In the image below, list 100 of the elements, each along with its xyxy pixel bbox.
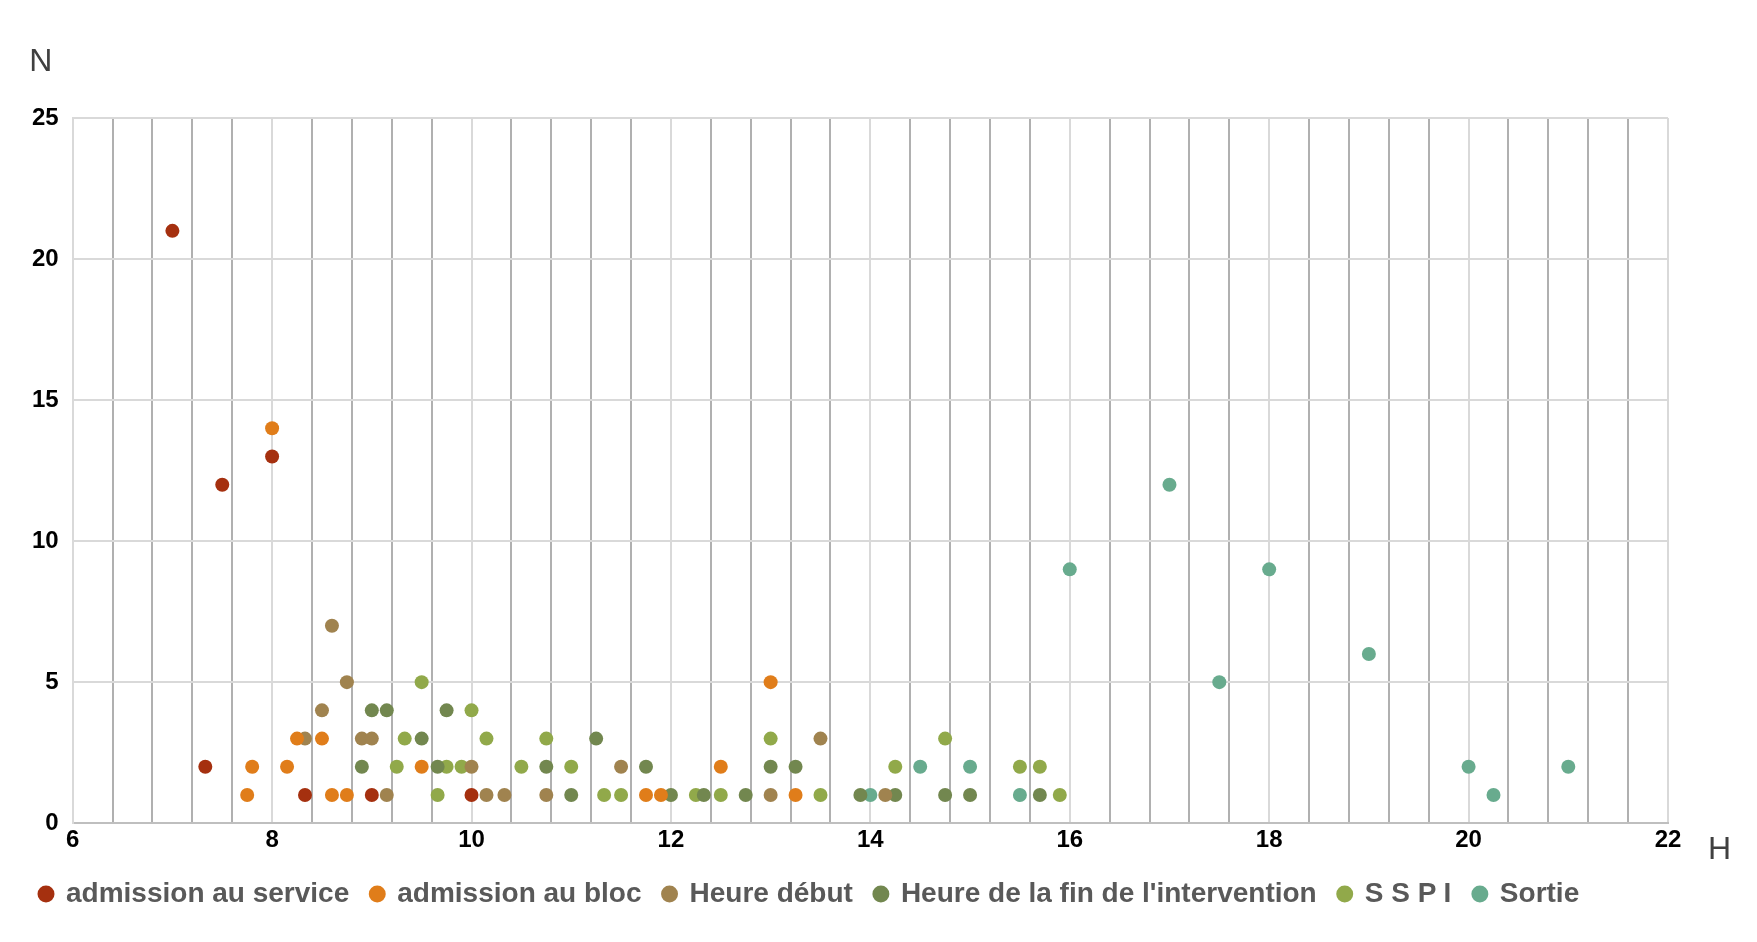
point: [339, 675, 354, 690]
point: [653, 787, 668, 802]
point: [479, 787, 494, 802]
point: [713, 759, 728, 774]
point: [265, 421, 280, 436]
point: [1461, 759, 1476, 774]
point: [379, 787, 394, 802]
point: [514, 759, 529, 774]
point: [265, 449, 280, 464]
point: [364, 787, 379, 802]
point: [314, 731, 329, 746]
point: [564, 787, 579, 802]
point: [1262, 562, 1277, 577]
point: [614, 787, 629, 802]
y-axis-title: N: [29, 41, 53, 78]
y-tick-label: 5: [45, 666, 59, 694]
x-axis-title: H: [1708, 829, 1732, 866]
point: [215, 477, 230, 492]
point: [938, 731, 953, 746]
legend-label: Heure début: [689, 876, 853, 908]
point: [1486, 787, 1501, 802]
y-tick-label: 0: [45, 807, 59, 835]
point: [240, 787, 255, 802]
point: [364, 703, 379, 718]
x-tick-label: 6: [66, 825, 80, 853]
point: [813, 787, 828, 802]
point: [464, 703, 479, 718]
point: [639, 759, 654, 774]
point: [324, 787, 339, 802]
y-tick-label: 10: [31, 525, 59, 553]
point: [763, 731, 778, 746]
point: [1212, 675, 1227, 690]
point: [788, 787, 803, 802]
point: [389, 759, 404, 774]
point: [339, 787, 354, 802]
point: [354, 759, 369, 774]
point: [479, 731, 494, 746]
point: [763, 759, 778, 774]
point: [379, 703, 394, 718]
point: [853, 787, 868, 802]
legend-label: Heure de la fin de l'intervention: [900, 876, 1317, 908]
point: [298, 787, 313, 802]
point: [324, 618, 339, 633]
point: [763, 787, 778, 802]
point: [763, 675, 778, 690]
point: [539, 759, 554, 774]
point: [414, 731, 429, 746]
point: [497, 787, 512, 802]
x-tick-label: 12: [657, 825, 685, 853]
y-tick-label: 20: [31, 243, 59, 271]
legend-label: admission au bloc: [397, 876, 642, 908]
y-tick-label: 25: [31, 102, 59, 130]
point: [639, 787, 654, 802]
x-tick-label: 8: [265, 825, 279, 853]
point: [963, 759, 978, 774]
y-tick-label: 15: [31, 384, 59, 412]
point: [738, 787, 753, 802]
x-tick-label: 22: [1654, 825, 1682, 853]
point: [539, 787, 554, 802]
x-tick-label: 20: [1455, 825, 1482, 853]
point: [1361, 646, 1376, 661]
point: [813, 731, 828, 746]
point: [430, 787, 445, 802]
point: [198, 759, 213, 774]
point: [464, 787, 479, 802]
point: [290, 731, 305, 746]
point: [1062, 562, 1077, 577]
x-tick-label: 16: [1056, 825, 1084, 853]
point: [314, 703, 329, 718]
point: [597, 787, 612, 802]
point: [1162, 477, 1177, 492]
point: [414, 759, 429, 774]
point: [963, 787, 978, 802]
x-tick-label: 18: [1255, 825, 1283, 853]
point: [464, 759, 479, 774]
point: [539, 731, 554, 746]
point: [1032, 787, 1047, 802]
x-tick-label: 14: [857, 825, 885, 853]
point: [165, 223, 180, 238]
point: [878, 787, 893, 802]
point: [913, 759, 928, 774]
point: [564, 759, 579, 774]
point: [439, 703, 454, 718]
point: [1012, 759, 1027, 774]
point: [1561, 759, 1576, 774]
point: [614, 759, 629, 774]
point: [888, 759, 903, 774]
point: [430, 759, 445, 774]
point: [414, 675, 429, 690]
point: [1052, 787, 1067, 802]
legend-label: Sortie: [1499, 876, 1580, 908]
point: [788, 759, 803, 774]
x-tick-label: 10: [458, 825, 485, 853]
point: [696, 787, 711, 802]
point: [1032, 759, 1047, 774]
legend-label: S S P I: [1364, 876, 1452, 908]
point: [589, 731, 604, 746]
point: [713, 787, 728, 802]
point: [280, 759, 295, 774]
point: [364, 731, 379, 746]
